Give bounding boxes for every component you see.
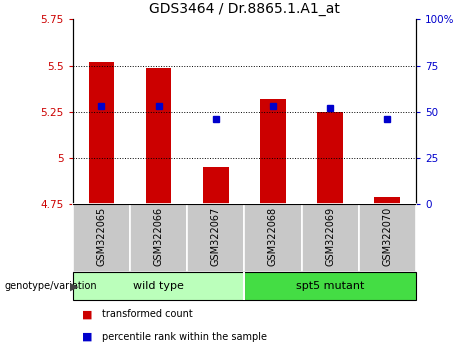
Bar: [203, 167, 229, 205]
Text: transformed count: transformed count: [102, 309, 193, 319]
Bar: [260, 99, 286, 205]
Text: ■: ■: [82, 309, 93, 319]
Bar: [375, 197, 400, 205]
Bar: [73, 273, 244, 301]
Bar: [187, 205, 244, 273]
Bar: [302, 205, 359, 273]
Bar: [244, 273, 416, 301]
Text: ▶: ▶: [70, 281, 78, 291]
Text: spt5 mutant: spt5 mutant: [296, 281, 364, 291]
Text: wild type: wild type: [133, 281, 184, 291]
Text: GSM322070: GSM322070: [383, 206, 392, 266]
Text: ■: ■: [82, 332, 93, 342]
Bar: [130, 205, 187, 273]
Bar: [88, 62, 114, 205]
Text: GSM322068: GSM322068: [268, 206, 278, 266]
Title: GDS3464 / Dr.8865.1.A1_at: GDS3464 / Dr.8865.1.A1_at: [149, 2, 340, 16]
Bar: [244, 205, 302, 273]
Text: percentile rank within the sample: percentile rank within the sample: [102, 332, 267, 342]
Text: genotype/variation: genotype/variation: [5, 281, 97, 291]
Text: GSM322067: GSM322067: [211, 206, 221, 266]
Text: GSM322065: GSM322065: [96, 206, 106, 266]
Bar: [317, 112, 343, 205]
Bar: [73, 205, 130, 273]
Bar: [146, 68, 172, 205]
Bar: [359, 205, 416, 273]
Text: GSM322066: GSM322066: [154, 206, 164, 266]
Text: GSM322069: GSM322069: [325, 206, 335, 266]
